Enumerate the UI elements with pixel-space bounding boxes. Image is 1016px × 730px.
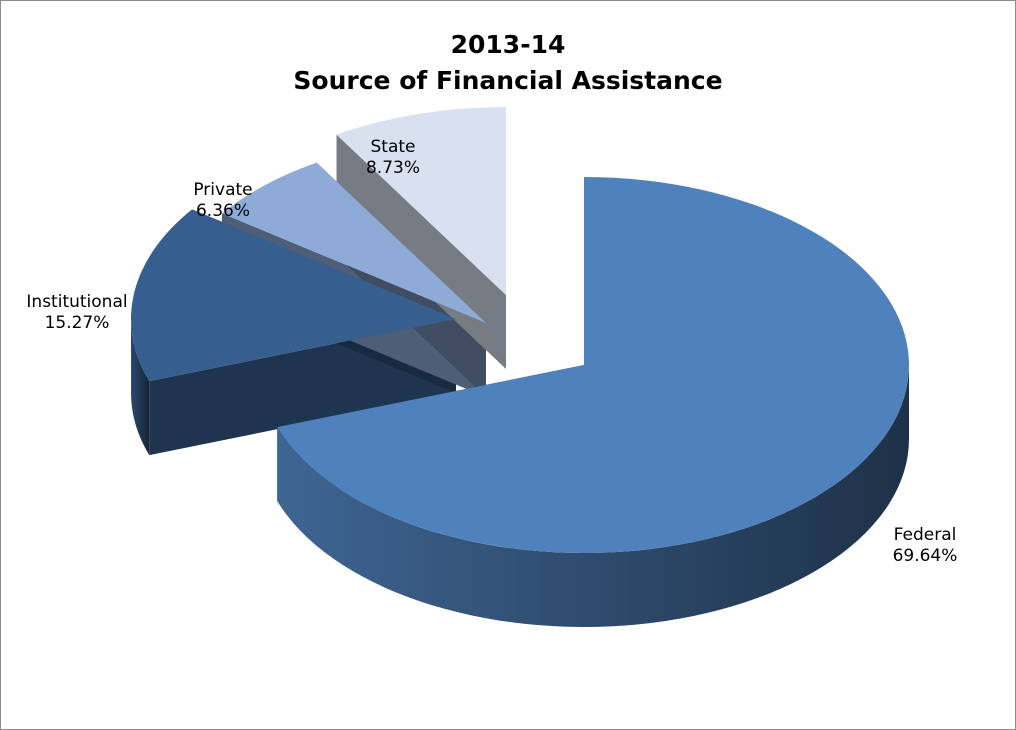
pie-value-label-state: 8.73% xyxy=(366,158,420,178)
pie-label-private: Private xyxy=(193,180,252,200)
pie-label-federal: Federal xyxy=(894,525,957,545)
pie-value-label-private: 6.36% xyxy=(196,201,250,221)
pie-label-state: State xyxy=(371,137,416,157)
pie-slice-federal xyxy=(277,177,909,553)
pie-value-label-federal: 69.64% xyxy=(893,546,958,566)
chart-title: 2013-14 xyxy=(450,30,566,59)
pie-slice-institutional xyxy=(130,209,456,382)
pie-side-federal xyxy=(277,365,909,627)
chart-subtitle: Source of Financial Assistance xyxy=(293,66,723,95)
pie-label-institutional: Institutional xyxy=(26,292,127,312)
chart-title-block: 2013-14 Source of Financial Assistance xyxy=(1,27,1015,99)
pie-top-faces xyxy=(130,107,909,553)
pie-slice-private xyxy=(221,162,486,323)
pie-slice-state xyxy=(336,107,506,295)
pie-side-institutional xyxy=(131,319,150,456)
pie-value-label-institutional: 15.27% xyxy=(45,313,110,333)
